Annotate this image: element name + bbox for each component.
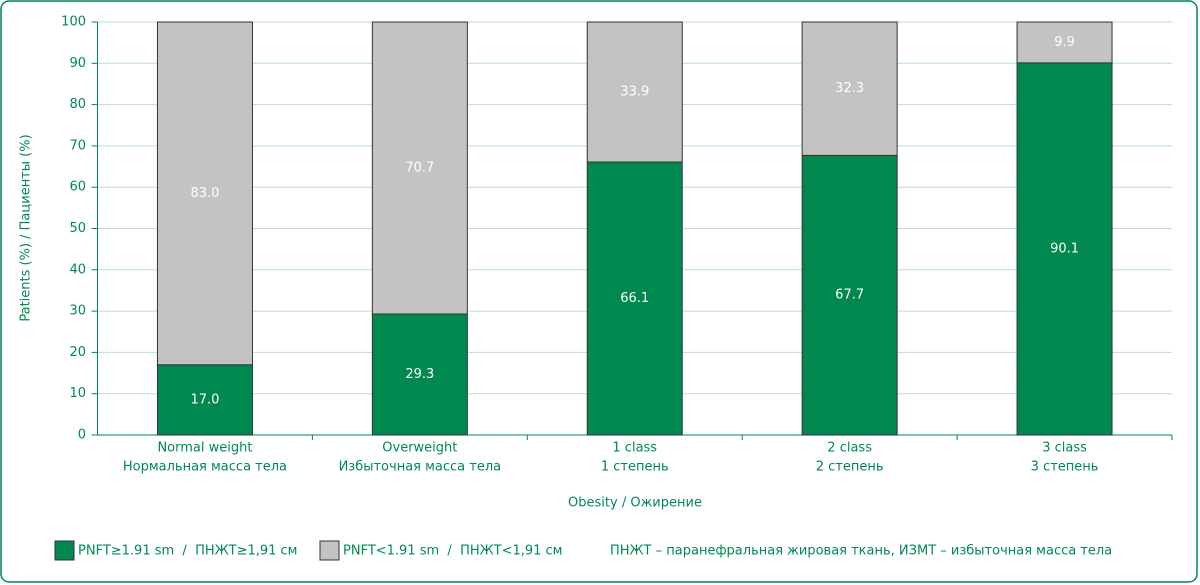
- legend-swatch: [319, 540, 340, 561]
- x-tick-label: 3 степень: [1031, 460, 1099, 475]
- bar-segment: [801, 154, 898, 436]
- x-tick-label: 1 class: [612, 441, 657, 456]
- value-label: 66.1: [620, 291, 649, 306]
- x-tick-label: Normal weight: [157, 441, 252, 456]
- x-tick-label: Нормальная масса тела: [123, 460, 287, 475]
- bar-segment: [586, 161, 683, 436]
- y-tick-label: 20: [69, 345, 86, 360]
- value-label: 33.9: [620, 85, 649, 100]
- y-axis-label: Patients (%) / Пациенты (%): [19, 134, 34, 321]
- bar-segment: [156, 364, 253, 436]
- x-tick-label: 3 class: [1042, 441, 1087, 456]
- y-tick-label: 90: [69, 56, 86, 71]
- value-label: 9.9: [1054, 35, 1075, 50]
- bar-segment: [156, 21, 253, 366]
- y-tick-label: 50: [69, 221, 86, 236]
- value-label: 32.3: [835, 81, 864, 96]
- x-tick-label: Overweight: [382, 441, 457, 456]
- bar-segment: [371, 313, 468, 436]
- y-tick-label: 80: [69, 97, 86, 112]
- value-label: 83.0: [190, 186, 219, 201]
- value-label: 67.7: [835, 288, 864, 303]
- legend-label: PNFT≥1.91 sm / ПНЖТ≥1,91 см: [78, 544, 298, 559]
- legend-swatch: [54, 540, 75, 561]
- bar-segment: [801, 21, 898, 156]
- value-label: 90.1: [1050, 241, 1079, 256]
- x-tick-label: 1 степень: [601, 460, 669, 475]
- legend-label: PNFT<1.91 sm / ПНЖТ<1,91 см: [343, 544, 563, 559]
- annotation: ПНЖТ – паранефральная жировая ткань, ИЗМ…: [610, 544, 1112, 559]
- y-tick-label: 10: [69, 386, 86, 401]
- y-tick-label: 0: [78, 428, 86, 443]
- y-tick-label: 30: [69, 304, 86, 319]
- x-tick-label: 2 степень: [816, 460, 884, 475]
- x-axis-label: Obesity / Ожирение: [568, 496, 702, 511]
- x-tick-label: 2 class: [827, 441, 872, 456]
- x-tick-label: Избыточная масса тела: [339, 460, 502, 475]
- value-label: 70.7: [405, 160, 434, 175]
- y-tick-label: 70: [69, 138, 86, 153]
- value-label: 17.0: [190, 392, 219, 407]
- bar-segment: [1016, 21, 1113, 64]
- y-tick-label: 100: [61, 15, 86, 30]
- bar-segment: [586, 21, 683, 163]
- value-label: 29.3: [405, 367, 434, 382]
- bar-segment: [1016, 62, 1113, 436]
- y-tick-label: 60: [69, 180, 86, 195]
- y-tick-label: 40: [69, 262, 86, 277]
- bar-segment: [371, 21, 468, 315]
